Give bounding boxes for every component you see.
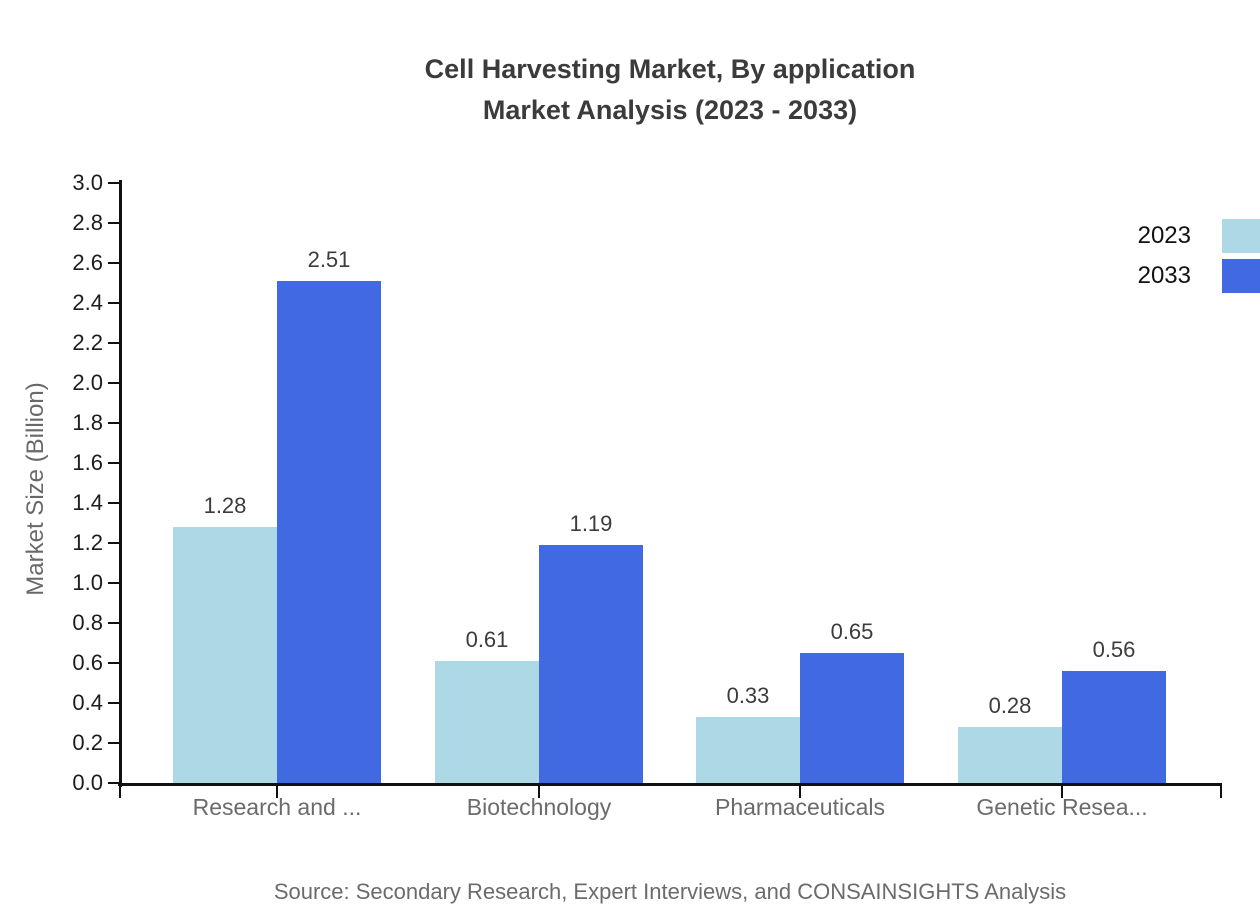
y-axis-tick <box>108 302 120 304</box>
bar-value-label: 0.65 <box>830 619 874 644</box>
y-axis-tick <box>108 622 120 624</box>
x-axis-category-label: Biotechnology <box>466 794 612 820</box>
y-axis-tick-label: 1.4 <box>72 490 103 515</box>
y-axis-tick <box>108 342 120 344</box>
bar-2023-3 <box>958 727 1062 783</box>
bar-value-label: 0.61 <box>465 627 509 652</box>
y-axis-tick-label: 0.4 <box>72 690 103 715</box>
source-attribution: Source: Secondary Research, Expert Inter… <box>273 879 1067 904</box>
y-axis-line <box>119 180 122 787</box>
y-axis-tick <box>108 182 120 184</box>
legend-row: 2023 <box>1138 219 1260 253</box>
y-axis-tick <box>108 702 120 704</box>
y-axis-tick <box>108 582 120 584</box>
y-axis-tick <box>108 462 120 464</box>
y-axis-tick-label: 2.4 <box>72 290 103 315</box>
bar-2023-1 <box>435 661 539 783</box>
bar-2033-2 <box>800 653 904 783</box>
bar-value-label: 1.28 <box>203 493 247 518</box>
x-axis-tick <box>276 786 278 798</box>
y-axis-tick <box>108 782 120 784</box>
y-axis-tick-label: 2.2 <box>72 330 103 355</box>
y-axis-tick <box>108 382 120 384</box>
y-axis-tick <box>108 502 120 504</box>
bar-2023-2 <box>696 717 800 783</box>
y-axis-tick-label: 0.6 <box>72 650 103 675</box>
y-axis-tick-label: 3.0 <box>72 170 103 195</box>
legend-swatch <box>1222 259 1260 293</box>
y-axis-tick-label: 2.8 <box>72 210 103 235</box>
bar-value-label: 1.19 <box>569 511 613 536</box>
x-axis-category-label: Pharmaceuticals <box>714 794 886 820</box>
bar-value-label: 0.33 <box>726 683 770 708</box>
x-axis-tick <box>538 786 540 798</box>
y-axis-tick <box>108 422 120 424</box>
y-axis-tick <box>108 742 120 744</box>
x-axis-category-label: Research and ... <box>192 794 362 820</box>
bar-value-label: 2.51 <box>307 247 351 272</box>
legend-swatch <box>1222 219 1260 253</box>
x-axis-tick <box>1061 786 1063 798</box>
bar-value-label: 0.28 <box>988 693 1032 718</box>
bar-2033-1 <box>539 545 643 783</box>
chart-title-line1: Cell Harvesting Market, By application <box>424 54 916 84</box>
y-axis-tick <box>108 662 120 664</box>
y-axis-tick-label: 1.6 <box>72 450 103 475</box>
x-axis-tick <box>119 786 121 798</box>
y-axis-tick-label: 0.2 <box>72 730 103 755</box>
legend-label: 2023 <box>1137 222 1191 249</box>
x-axis-category-label: Genetic Resea... <box>976 794 1148 820</box>
y-axis-tick-label: 0.0 <box>72 770 103 795</box>
legend-label: 2033 <box>1137 262 1191 289</box>
x-axis-tick <box>799 786 801 798</box>
y-axis-tick <box>108 542 120 544</box>
bar-2033-0 <box>277 281 381 783</box>
y-axis-tick <box>108 262 120 264</box>
legend: 2023 2033 <box>1138 219 1260 299</box>
bar-2033-3 <box>1062 671 1166 783</box>
bar-value-label: 0.56 <box>1092 637 1136 662</box>
y-axis-tick-label: 1.0 <box>72 570 103 595</box>
legend-row: 2033 <box>1138 259 1260 293</box>
y-axis-tick-label: 1.2 <box>72 530 103 555</box>
y-axis-tick-label: 2.0 <box>72 370 103 395</box>
y-axis-tick-label: 0.8 <box>72 610 103 635</box>
bar-2023-0 <box>173 527 277 783</box>
x-axis-tick <box>1220 786 1222 798</box>
x-axis-line <box>118 783 1222 786</box>
chart-title-line2: Market Analysis (2023 - 2033) <box>482 95 858 125</box>
y-axis-tick-label: 2.6 <box>72 250 103 275</box>
y-axis-tick-label: 1.8 <box>72 410 103 435</box>
y-axis-tick <box>108 222 120 224</box>
